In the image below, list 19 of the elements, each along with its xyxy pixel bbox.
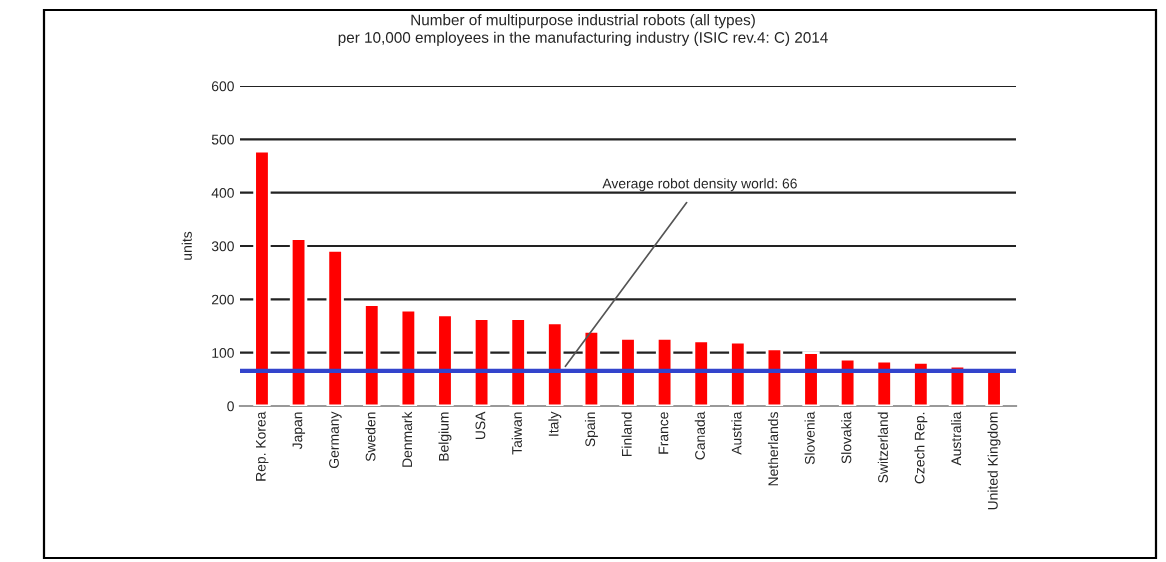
bar <box>692 339 710 406</box>
bar <box>655 336 674 406</box>
bar <box>436 313 454 406</box>
bar <box>619 336 637 406</box>
bar <box>253 149 271 406</box>
bar <box>363 303 381 406</box>
bar <box>289 237 308 406</box>
bar <box>875 359 893 406</box>
bar <box>765 347 784 406</box>
bar <box>472 317 491 406</box>
bar <box>509 317 527 406</box>
bar <box>399 308 418 406</box>
bar <box>729 340 747 406</box>
bar <box>326 248 344 406</box>
bar <box>912 360 930 406</box>
bar <box>546 321 564 406</box>
bar <box>802 351 820 406</box>
bar <box>838 357 857 406</box>
bar <box>582 329 601 406</box>
